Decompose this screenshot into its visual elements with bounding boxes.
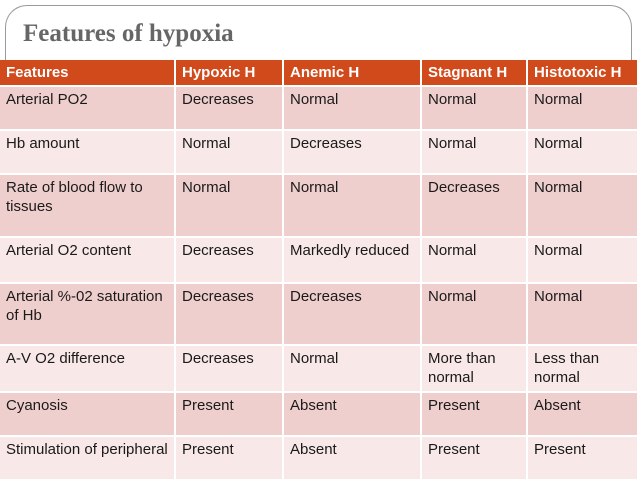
hypoxia-features-table: Features Hypoxic H Anemic H Stagnant H Histo… xyxy=(0,60,638,481)
column-header: Histotoxic H xyxy=(527,60,638,87)
table-cell: Normal xyxy=(421,86,528,131)
column-header: Features xyxy=(0,60,176,87)
table-cell: Decreases xyxy=(283,283,422,346)
table-cell: Hb amount xyxy=(0,130,176,175)
table-cell: Arterial %-02 saturation of Hb xyxy=(0,283,176,346)
table-cell: Rate of blood flow to tissues xyxy=(0,174,176,238)
table-cell: Decreases xyxy=(175,283,284,346)
table-row: Arterial %-02 saturation of Hb Decreases D… xyxy=(0,283,638,346)
table-cell: Decreases xyxy=(175,237,284,284)
table-cell: Decreases xyxy=(175,86,284,131)
table-row: A-V O2 difference Decreases Normal More tha… xyxy=(0,345,638,393)
table-cell: Markedly reduced xyxy=(283,237,422,284)
table-cell: Present xyxy=(421,392,528,437)
table-row: Hb amount Normal Decreases Normal Normal xyxy=(0,130,638,175)
table-cell: Absent xyxy=(283,392,422,437)
table-cell: Arterial PO2 xyxy=(0,86,176,131)
table-cell: Normal xyxy=(175,174,284,238)
table-cell: Present xyxy=(175,392,284,437)
header-row: Features Hypoxic H Anemic H Stagnant H Histo… xyxy=(0,60,638,87)
table-cell: Less than normal xyxy=(527,345,638,393)
column-header: Anemic H xyxy=(283,60,422,87)
table-cell: Absent xyxy=(283,436,422,481)
table-cell: Normal xyxy=(421,130,528,175)
table-cell: Present xyxy=(421,436,528,481)
table-cell: Present xyxy=(527,436,638,481)
table-cell: A-V O2 difference xyxy=(0,345,176,393)
table-row: Cyanosis Present Absent Present Absent xyxy=(0,392,638,437)
table-cell: Normal xyxy=(283,174,422,238)
table-row: Rate of blood flow to tissues Normal Norma… xyxy=(0,174,638,238)
table-cell: Normal xyxy=(527,283,638,346)
table-cell: Present xyxy=(175,436,284,481)
table-cell: Cyanosis xyxy=(0,392,176,437)
table-cell: Normal xyxy=(283,345,422,393)
table-row: Arterial PO2 Decreases Normal Normal Normal xyxy=(0,86,638,131)
table-cell: Decreases xyxy=(283,130,422,175)
table-cell: Normal xyxy=(421,283,528,346)
table-row: Arterial O2 content Decreases Markedly red… xyxy=(0,237,638,284)
table-cell: Normal xyxy=(527,86,638,131)
table-cell: More than normal xyxy=(421,345,528,393)
table-cell: Absent xyxy=(527,392,638,437)
table-cell: Normal xyxy=(527,130,638,175)
table-row: Stimulation of peripheral Present Absent Pr… xyxy=(0,436,638,481)
table-cell: Decreases xyxy=(421,174,528,238)
column-header: Hypoxic H xyxy=(175,60,284,87)
table-cell: Stimulation of peripheral xyxy=(0,436,176,481)
slide-title: Features of hypoxia xyxy=(23,20,234,47)
table-cell: Normal xyxy=(175,130,284,175)
table-cell: Arterial O2 content xyxy=(0,237,176,284)
table-cell: Normal xyxy=(421,237,528,284)
column-header: Stagnant H xyxy=(421,60,528,87)
table-cell: Decreases xyxy=(175,345,284,393)
table-cell: Normal xyxy=(527,237,638,284)
table-cell: Normal xyxy=(283,86,422,131)
table-cell: Normal xyxy=(527,174,638,238)
